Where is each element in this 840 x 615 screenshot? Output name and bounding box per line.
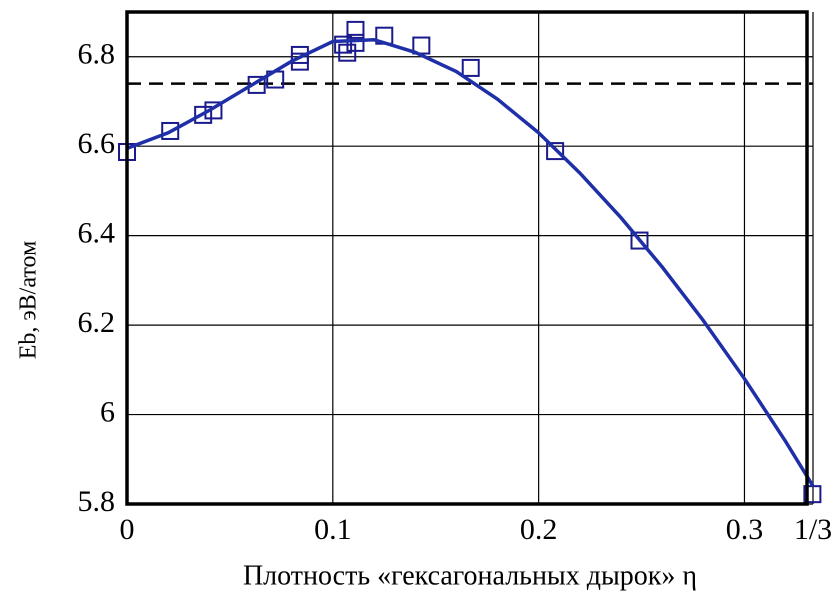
y-tick-label: 6.6 <box>78 127 116 160</box>
data-point <box>194 105 213 124</box>
y-axis-label: Eb, эВ/атом <box>16 241 42 360</box>
x-tick-label: 0.2 <box>520 513 558 546</box>
y-tick-label: 6 <box>100 395 115 428</box>
data-point <box>204 101 223 120</box>
data-point <box>161 121 180 140</box>
data-point <box>630 231 649 250</box>
x-tick-label: 0 <box>120 513 135 546</box>
data-point <box>461 58 480 77</box>
plot-frame <box>125 10 809 506</box>
x-tick-label: 0.1 <box>314 513 352 546</box>
y-tick-label: 5.8 <box>78 485 116 518</box>
data-point <box>346 20 365 39</box>
fit-curve <box>126 37 815 488</box>
data-point <box>346 33 365 52</box>
x-tick-label: 0.3 <box>726 513 764 546</box>
x-axis-label: Плотность «гексагональных дырок» η <box>243 560 697 591</box>
y-tick-label: 6.2 <box>78 306 116 339</box>
x-tick-label: 1/3 <box>794 513 832 546</box>
y-tick-label: 6.4 <box>78 217 116 250</box>
y-tick-label: 6.8 <box>78 38 116 71</box>
data-point <box>546 142 565 161</box>
